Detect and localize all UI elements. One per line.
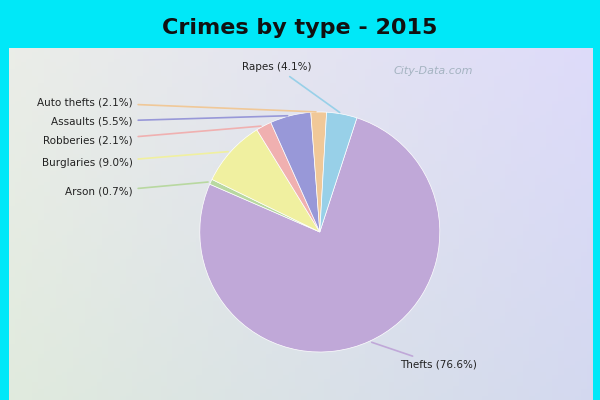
Text: City-Data.com: City-Data.com	[394, 66, 473, 76]
Wedge shape	[320, 112, 357, 232]
Text: Auto thefts (2.1%): Auto thefts (2.1%)	[37, 97, 316, 112]
Wedge shape	[200, 118, 440, 352]
Text: Rapes (4.1%): Rapes (4.1%)	[242, 62, 340, 112]
Wedge shape	[257, 122, 320, 232]
Wedge shape	[311, 112, 326, 232]
Text: Arson (0.7%): Arson (0.7%)	[65, 182, 208, 197]
Text: Crimes by type - 2015: Crimes by type - 2015	[163, 18, 437, 38]
Wedge shape	[210, 179, 320, 232]
Wedge shape	[271, 112, 320, 232]
Text: Thefts (76.6%): Thefts (76.6%)	[372, 342, 476, 370]
Text: Robberies (2.1%): Robberies (2.1%)	[43, 126, 261, 146]
Wedge shape	[212, 130, 320, 232]
Text: Burglaries (9.0%): Burglaries (9.0%)	[42, 152, 228, 168]
Text: Assaults (5.5%): Assaults (5.5%)	[51, 116, 287, 126]
